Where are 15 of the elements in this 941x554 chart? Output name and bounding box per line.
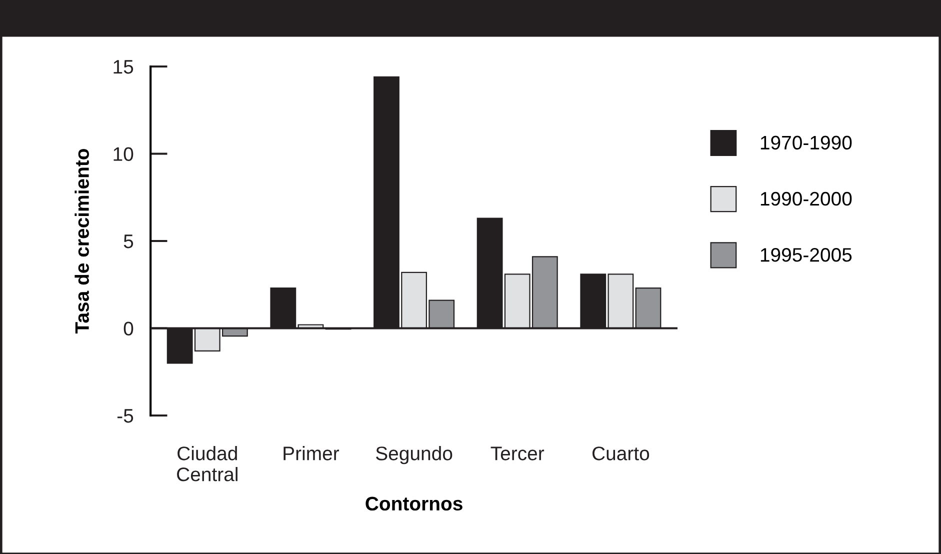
- legend-label: 1990-2000: [760, 192, 852, 206]
- y-axis-title: Tasa de crecimiento: [74, 148, 89, 334]
- x-tick-label: Ciudad Central: [177, 446, 238, 482]
- y-tick-label: 10: [114, 147, 134, 161]
- x-tick-label: Cuarto: [592, 446, 650, 460]
- y-tick-label: -5: [117, 409, 134, 423]
- y-tick-label: 0: [124, 322, 134, 336]
- x-tick-label: Primer: [284, 446, 340, 460]
- y-tick-label: 5: [124, 234, 134, 248]
- y-tick-label: 15: [114, 60, 134, 74]
- x-tick-label: Tercer: [490, 446, 544, 460]
- legend-label: 1995-2005: [760, 248, 852, 262]
- x-axis-title: Contornos: [366, 496, 462, 511]
- x-tick-label: Segundo: [376, 446, 452, 464]
- legend-label: 1970-1990: [760, 136, 852, 150]
